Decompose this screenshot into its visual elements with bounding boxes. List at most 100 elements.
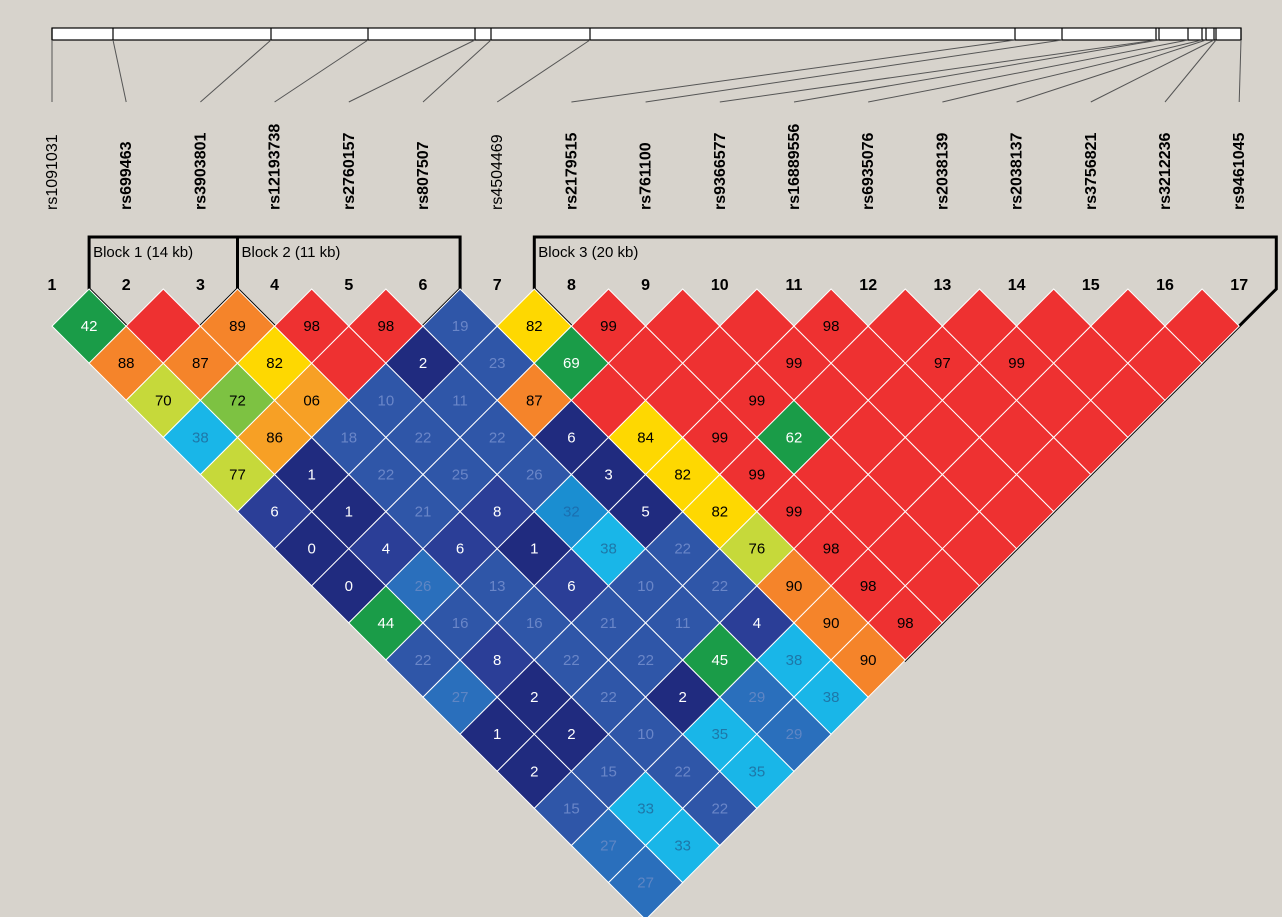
ld-value-label: 3: [604, 467, 612, 484]
ld-value-label: 26: [526, 467, 543, 484]
ld-value-label: 99: [1008, 355, 1025, 372]
ld-value-label: 10: [637, 578, 654, 595]
snp-index-label: 4: [270, 277, 279, 294]
ld-value-label: 44: [378, 615, 395, 632]
snp-index-label: 14: [1008, 277, 1026, 294]
ld-value-label: 26: [415, 578, 432, 595]
ld-value-label: 2: [567, 726, 575, 743]
ld-value-label: 29: [786, 726, 803, 743]
ld-cell: [1164, 288, 1240, 364]
ld-value-label: 98: [303, 318, 320, 335]
ld-value-label: 98: [823, 541, 840, 558]
ld-value-label: 6: [567, 429, 575, 446]
ld-value-label: 22: [489, 429, 506, 446]
ld-value-label: 77: [229, 467, 246, 484]
ld-value-label: 84: [637, 429, 654, 446]
position-connector: [645, 39, 1063, 103]
ld-value-label: 97: [934, 355, 951, 372]
position-connector: [571, 39, 1016, 103]
ld-value-label: 98: [897, 615, 914, 632]
position-connector: [1090, 39, 1215, 103]
position-connector: [1238, 39, 1242, 103]
position-connector: [200, 39, 272, 103]
ld-value-label: 22: [563, 652, 580, 669]
ld-value-label: 82: [266, 355, 283, 372]
ld-value-label: 62: [786, 429, 803, 446]
genomic-position-bar: [51, 27, 1242, 103]
ld-value-label: 99: [786, 355, 803, 372]
ld-value-label: 22: [674, 541, 691, 558]
snp-name-label: rs6935076: [860, 132, 877, 210]
ld-value-label: 82: [674, 467, 691, 484]
ld-value-label: 82: [526, 318, 543, 335]
ld-value-label: 90: [823, 615, 840, 632]
snp-name-label: rs9366577: [712, 132, 729, 210]
position-connector: [348, 39, 476, 103]
ld-value-label: 33: [674, 838, 691, 855]
ld-value-label: 22: [378, 467, 395, 484]
snp-index-label: 17: [1230, 277, 1248, 294]
snp-name-label: rs2038139: [934, 132, 951, 210]
snp-index-label: 15: [1082, 277, 1100, 294]
ld-value-label: 2: [530, 689, 538, 706]
snp-index-label: 8: [567, 277, 576, 294]
block-label: Block 1 (14 kb): [93, 244, 193, 261]
ld-value-label: 1: [345, 504, 353, 521]
ld-value-label: 27: [600, 838, 617, 855]
ld-value-label: 22: [637, 652, 654, 669]
ld-value-label: 33: [637, 800, 654, 817]
ld-value-label: 29: [749, 689, 766, 706]
ld-value-label: 11: [675, 615, 691, 632]
snp-name-label: rs12193738: [267, 124, 284, 210]
ld-value-label: 27: [637, 875, 654, 892]
ld-value-label: 99: [600, 318, 617, 335]
ld-value-label: 38: [823, 689, 840, 706]
snp-name-label: rs16889556: [786, 124, 803, 210]
ld-value-label: 82: [711, 504, 728, 521]
ld-value-label: 4: [382, 541, 390, 558]
ld-value-label: 13: [489, 578, 506, 595]
ld-value-label: 1: [308, 467, 316, 484]
ld-value-label: 90: [786, 578, 803, 595]
ld-value-label: 72: [229, 392, 246, 409]
ld-value-label: 23: [489, 355, 506, 372]
snp-index-label: 12: [859, 277, 877, 294]
ld-value-label: 18: [340, 429, 357, 446]
ld-value-label: 16: [526, 615, 543, 632]
ld-value-label: 4: [753, 615, 761, 632]
ld-value-label: 6: [270, 504, 278, 521]
ld-value-label: 89: [229, 318, 246, 335]
ld-value-label: 1: [493, 726, 501, 743]
ld-value-label: 21: [600, 615, 617, 632]
block-label: Block 2 (11 kb): [242, 244, 341, 261]
snp-name-label: rs3903801: [192, 132, 209, 210]
snp-name-label: rs2760157: [341, 132, 358, 210]
position-connector: [793, 39, 1160, 103]
snp-index-label: 9: [641, 277, 650, 294]
ld-value-label: 38: [786, 652, 803, 669]
position-connector: [1164, 39, 1217, 103]
ld-value-label: 87: [526, 392, 543, 409]
ld-value-label: 69: [563, 355, 580, 372]
ld-value-label: 35: [711, 726, 728, 743]
position-connector: [868, 39, 1189, 103]
ld-value-label: 06: [303, 392, 320, 409]
snp-index-label: 3: [196, 277, 205, 294]
snp-index-label: 16: [1156, 277, 1174, 294]
ld-value-label: 98: [860, 578, 877, 595]
snp-index-label: 6: [419, 277, 428, 294]
ld-value-label: 22: [415, 429, 432, 446]
ld-value-label: 35: [749, 763, 766, 780]
ld-value-label: 98: [378, 318, 395, 335]
ld-value-label: 38: [192, 429, 209, 446]
position-connector: [719, 39, 1157, 103]
ld-value-label: 99: [786, 504, 803, 521]
ld-value-label: 99: [711, 429, 728, 446]
ld-value-label: 70: [155, 392, 172, 409]
ld-value-label: 2: [530, 763, 538, 780]
ld-value-label: 45: [711, 652, 728, 669]
snp-name-label: rs4504469: [489, 134, 506, 210]
chromosome-bar: [51, 27, 1242, 41]
ld-value-label: 22: [674, 763, 691, 780]
